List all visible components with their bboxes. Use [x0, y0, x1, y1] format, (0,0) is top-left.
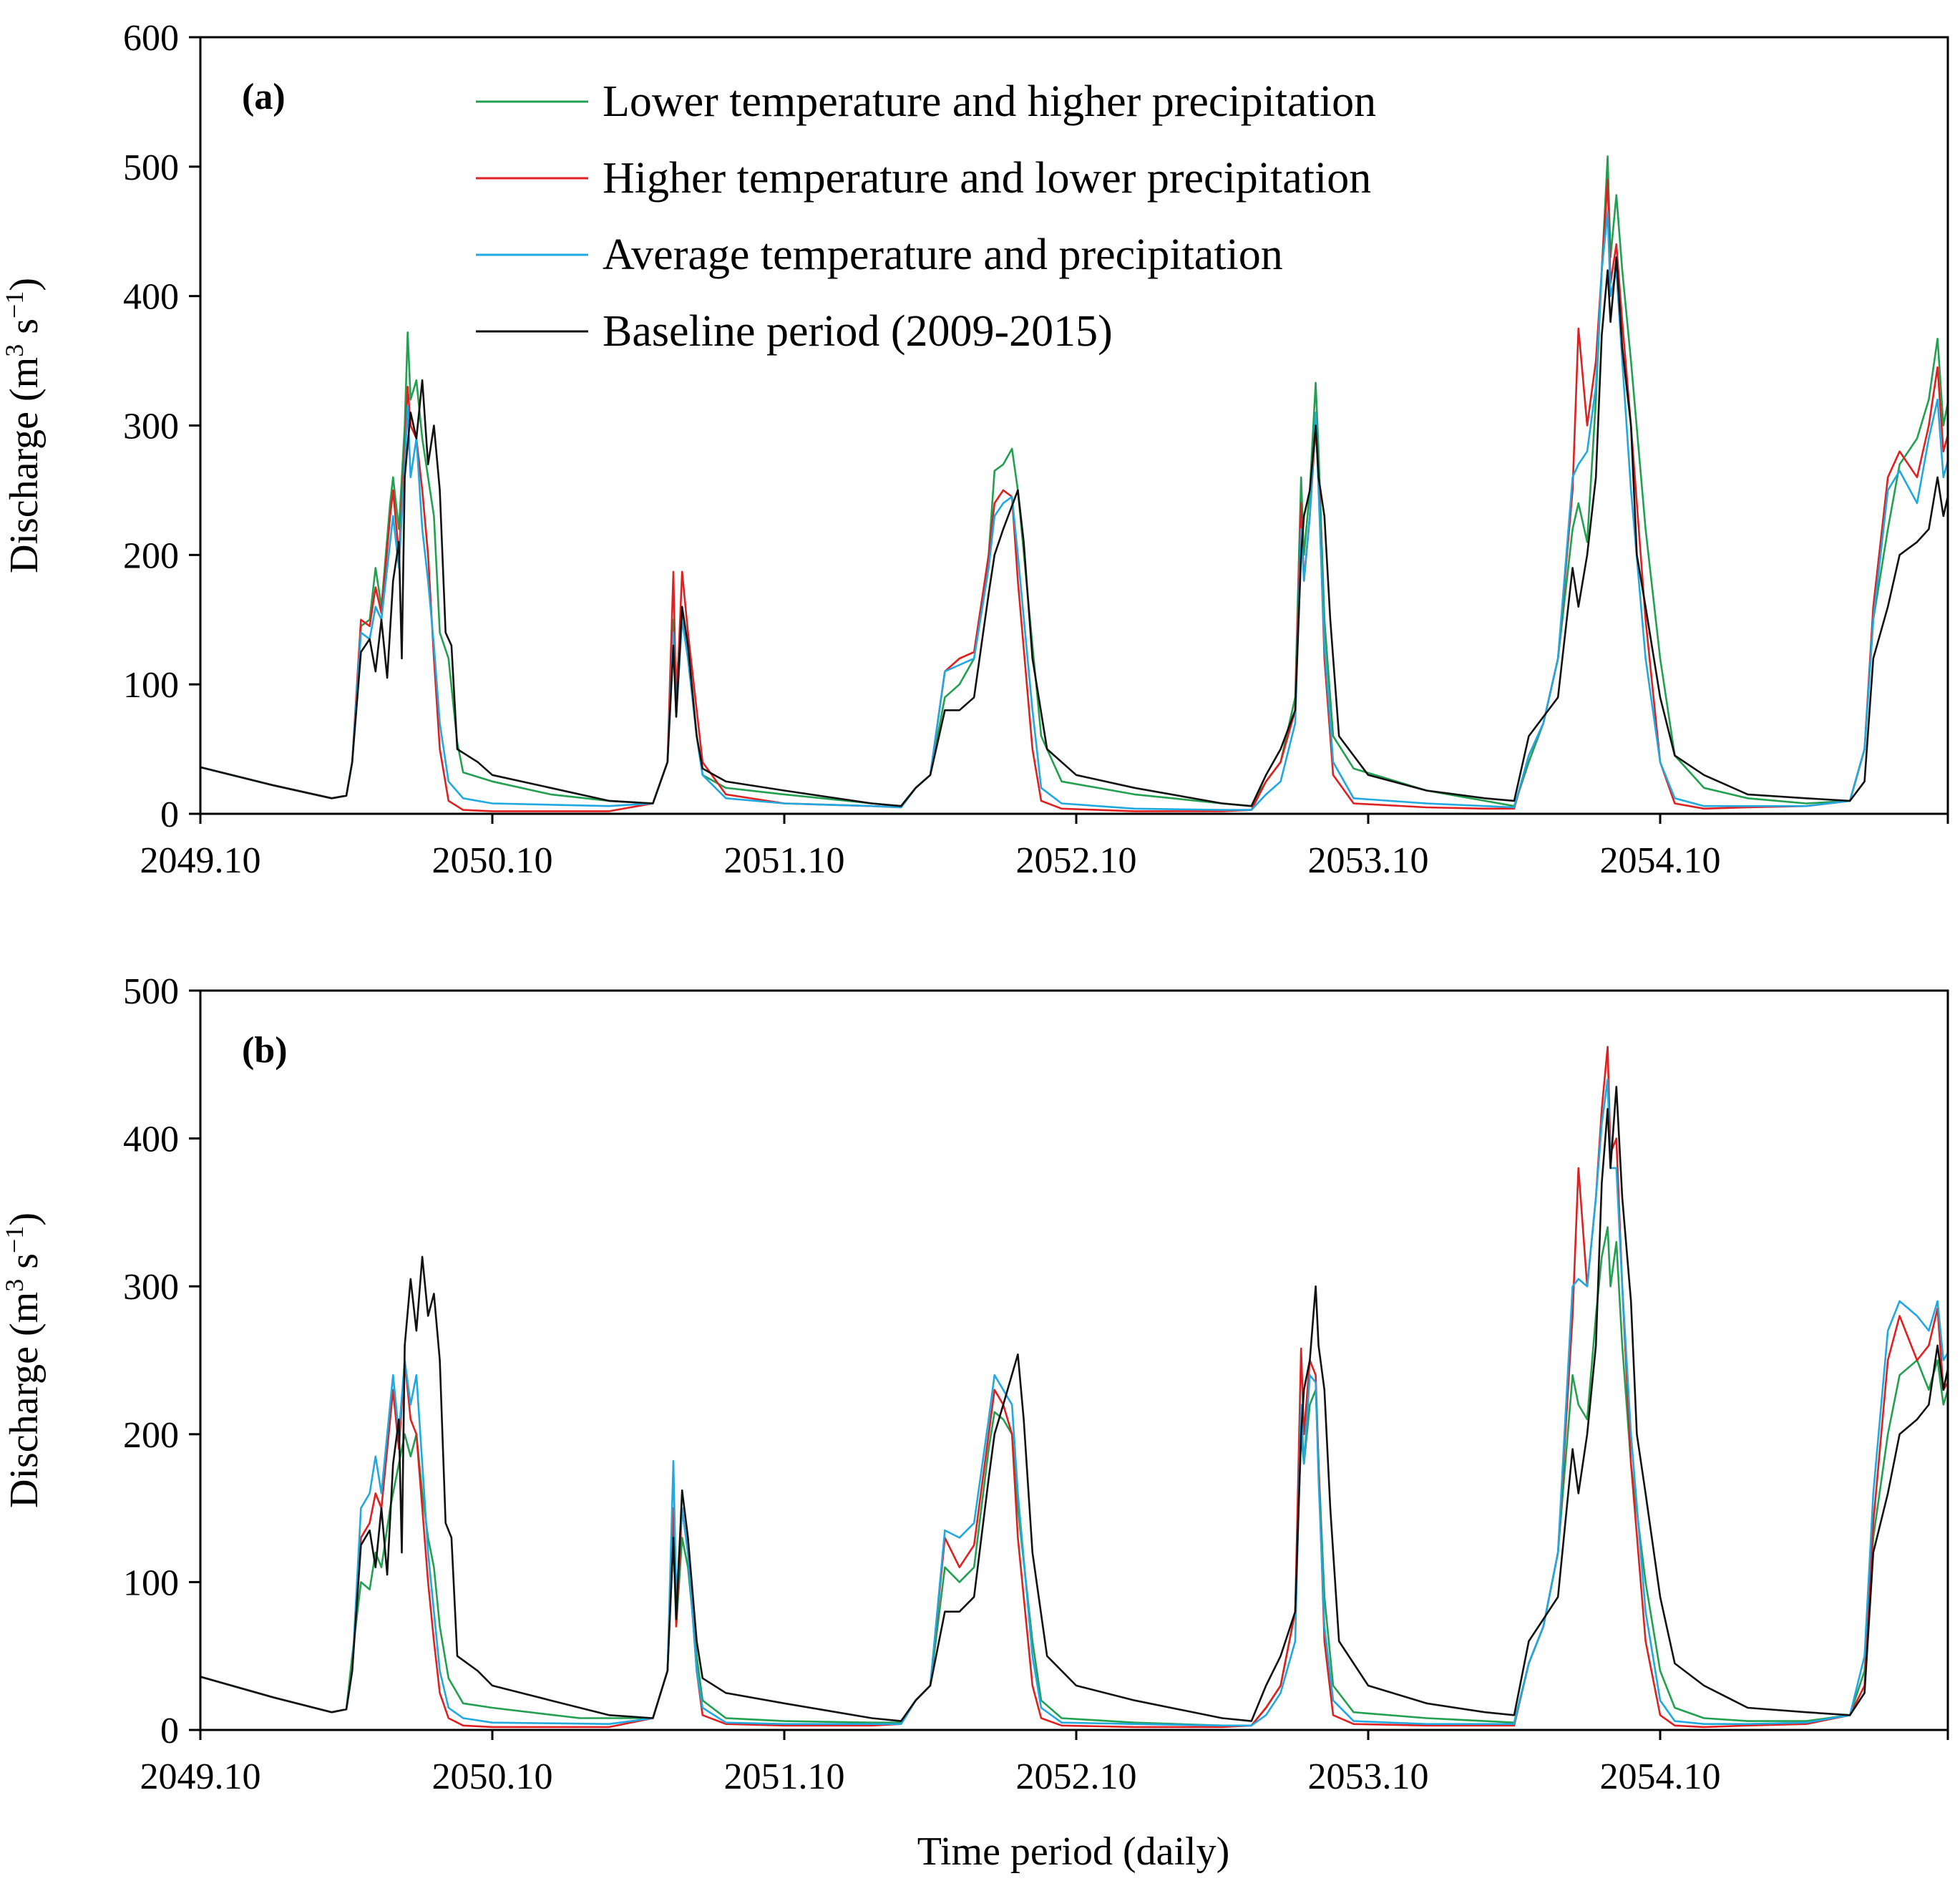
x-tick-label: 2052.10	[1016, 1756, 1137, 1797]
x-tick-label: 2051.10	[724, 1756, 845, 1797]
series-line-3	[200, 1078, 1948, 1727]
y-tick-label: 100	[123, 665, 179, 706]
x-tick-label: 2052.10	[1016, 840, 1137, 881]
legend-label: Lower temperature and higher precipitati…	[603, 77, 1376, 126]
y-axis-title-sup: 3	[0, 344, 29, 357]
series-line-1	[200, 155, 1948, 807]
x-tick-label: 2053.10	[1308, 840, 1429, 881]
legend-label: Higher temperature and lower precipitati…	[603, 154, 1371, 203]
x-tick-label: 2049.10	[140, 1756, 261, 1797]
series-line-2	[200, 1046, 1948, 1729]
y-tick-label: 200	[123, 535, 179, 576]
x-axis-title: Time period (daily)	[917, 1829, 1230, 1874]
y-axis-title-text: )	[2, 1212, 47, 1226]
y-tick-label: 300	[123, 407, 179, 447]
y-tick-label: 0	[160, 1711, 179, 1751]
y-tick-label: 500	[123, 971, 179, 1012]
y-axis-title-sup: −1	[0, 1226, 29, 1253]
x-tick-label: 2054.10	[1600, 840, 1721, 881]
y-axis-title-sup: −1	[0, 291, 29, 319]
x-tick-label: 2050.10	[432, 1756, 553, 1797]
panel-a: 0 100 200 300 400 500 600 2049.10 2050.10 2051.10…	[0, 18, 1949, 881]
y-axis-title-text: Discharge (m	[2, 357, 47, 573]
x-tick-label: 2051.10	[724, 840, 845, 881]
y-tick-label: 0	[160, 794, 179, 835]
y-tick-label: 600	[123, 18, 179, 59]
panel-label: (b)	[242, 1030, 288, 1071]
y-axis-title-text: )	[2, 278, 47, 291]
legend-label: Average temperature and precipitation	[603, 230, 1283, 279]
series-line-3	[200, 210, 1948, 811]
panel-b: 0 100 200 300 400 500 2049.10 2050.10 2051.10 205…	[0, 971, 1949, 1797]
panel-label: (a)	[242, 77, 286, 117]
series-line-4	[200, 1086, 1948, 1722]
y-axis-title: Discharge (m3 s−1)	[0, 278, 47, 573]
plot-frame	[199, 989, 1949, 1731]
x-tick-label: 2053.10	[1308, 1756, 1429, 1797]
y-axis-title-text: s	[2, 319, 47, 344]
y-tick-label: 200	[123, 1415, 179, 1456]
y-tick-label: 400	[123, 1119, 179, 1160]
series-group	[200, 1046, 1948, 1729]
y-axis-title-text: Discharge (m	[2, 1292, 47, 1508]
y-axis-title: Discharge (m3 s−1)	[0, 1212, 47, 1508]
series-group	[200, 155, 1948, 812]
legend-label: Baseline period (2009-2015)	[603, 307, 1113, 356]
legend: Lower temperature and higher precipitati…	[476, 77, 1376, 356]
y-tick-label: 400	[123, 277, 179, 318]
y-tick-label: 300	[123, 1267, 179, 1308]
x-tick-label: 2054.10	[1600, 1756, 1721, 1797]
y-tick-label: 100	[123, 1562, 179, 1603]
series-line-4	[200, 256, 1948, 807]
series-line-1	[200, 1226, 1948, 1727]
x-tick-label: 2049.10	[140, 840, 261, 881]
y-tick-label: 500	[123, 147, 179, 188]
y-axis-title-sup: 3	[0, 1279, 29, 1292]
y-axis-title-text: s	[2, 1253, 47, 1279]
x-tick-label: 2050.10	[432, 840, 553, 881]
